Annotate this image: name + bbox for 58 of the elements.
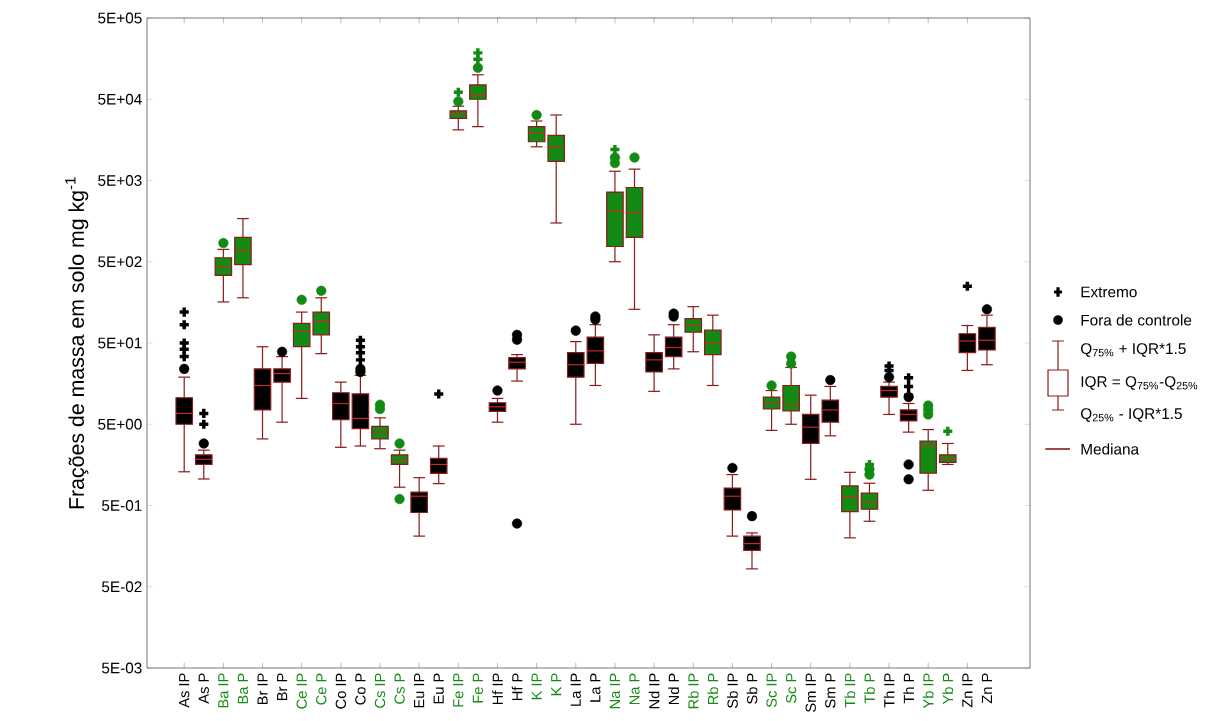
x-tick-label: Tb P [864, 673, 875, 704]
x-tick-label: Ce P [316, 673, 327, 705]
y-tick-label: 5E-03 [101, 662, 142, 674]
x-tick-label: Nd IP [648, 673, 660, 709]
legend-label: Extremo [1081, 286, 1137, 298]
x-tick-label: Sb P [746, 673, 758, 704]
x-tick-label: Zn P [981, 673, 992, 704]
x-tick-label: Hf IP [492, 673, 503, 705]
x-tick-label: Co P [355, 673, 366, 705]
y-tick-label: 5E+00 [98, 418, 142, 430]
x-tick-label: Br P [277, 673, 288, 701]
x-tick-label: K P [551, 673, 562, 696]
x-tick-label: Rb P [707, 673, 719, 705]
text: Q$_{75%}$ + IQR*1.5 [1081, 343, 1186, 357]
x-tick-label: Sc P [785, 673, 797, 704]
y-tick-label: 5E+05 [98, 12, 142, 24]
legend-label: Fora de controle [1081, 314, 1192, 326]
y-tick-label: 5E-02 [101, 581, 142, 593]
x-tick-label: Th IP [883, 673, 895, 708]
x-tick-label: Eu P [433, 673, 444, 704]
y-tick-label: 5E-01 [101, 500, 142, 511]
x-tick-label: Eu IP [414, 673, 425, 708]
y-tick-label: 5E+03 [98, 175, 142, 186]
y-tick-label: 5E+01 [98, 337, 142, 349]
text: Mediana [1081, 443, 1140, 455]
x-tick-label: Ba IP [218, 673, 229, 708]
x-tick-label: As IP [179, 673, 190, 708]
x-tick-label: Na IP [609, 673, 621, 709]
x-tick-label: K IP [531, 673, 542, 700]
y-tick-label: 5E+02 [98, 256, 142, 268]
x-tick-label: Tb IP [844, 673, 856, 708]
text: Q$_{25%}$ - IQR*1.5 [1081, 408, 1182, 422]
x-tick-label: La P [590, 673, 601, 702]
x-tick-label: Br IP [257, 673, 268, 705]
text: IQR = Q$_{75%}$-Q$_{25%}$ [1081, 376, 1198, 390]
x-tick-label: Rb IP [687, 673, 699, 709]
x-tick-label: Sb IP [727, 673, 738, 708]
x-tick-label: Cs IP [374, 673, 386, 708]
y-tick-label: 5E+04 [98, 93, 142, 105]
x-tick-label: Cs P [394, 673, 405, 704]
x-tick-label: Th P [903, 673, 914, 704]
x-tick-label: Sm IP [805, 673, 816, 712]
y-axis-title: Frações de massa em solo mg kg$^{-1}$ [65, 177, 89, 509]
x-tick-label: As P [198, 673, 209, 704]
x-tick-label: Ce IP [296, 673, 307, 709]
x-tick-label: Zn IP [962, 673, 973, 708]
x-tick-label: Sm P [825, 673, 836, 708]
x-tick-label: Hf P [511, 673, 523, 701]
x-tick-label: Nd P [668, 673, 680, 705]
x-tick-label: Sc IP [766, 673, 777, 708]
x-tick-label: La IP [570, 673, 581, 706]
x-tick-label: Co IP [335, 673, 347, 709]
x-tick-label: Yb P [942, 673, 954, 705]
x-tick-label: Fe P [472, 673, 483, 703]
x-tick-label: Yb IP [922, 673, 934, 709]
x-tick-label: Na P [629, 673, 640, 705]
x-tick-label: Fe IP [453, 673, 464, 707]
x-tick-label: Ba P [237, 673, 249, 704]
